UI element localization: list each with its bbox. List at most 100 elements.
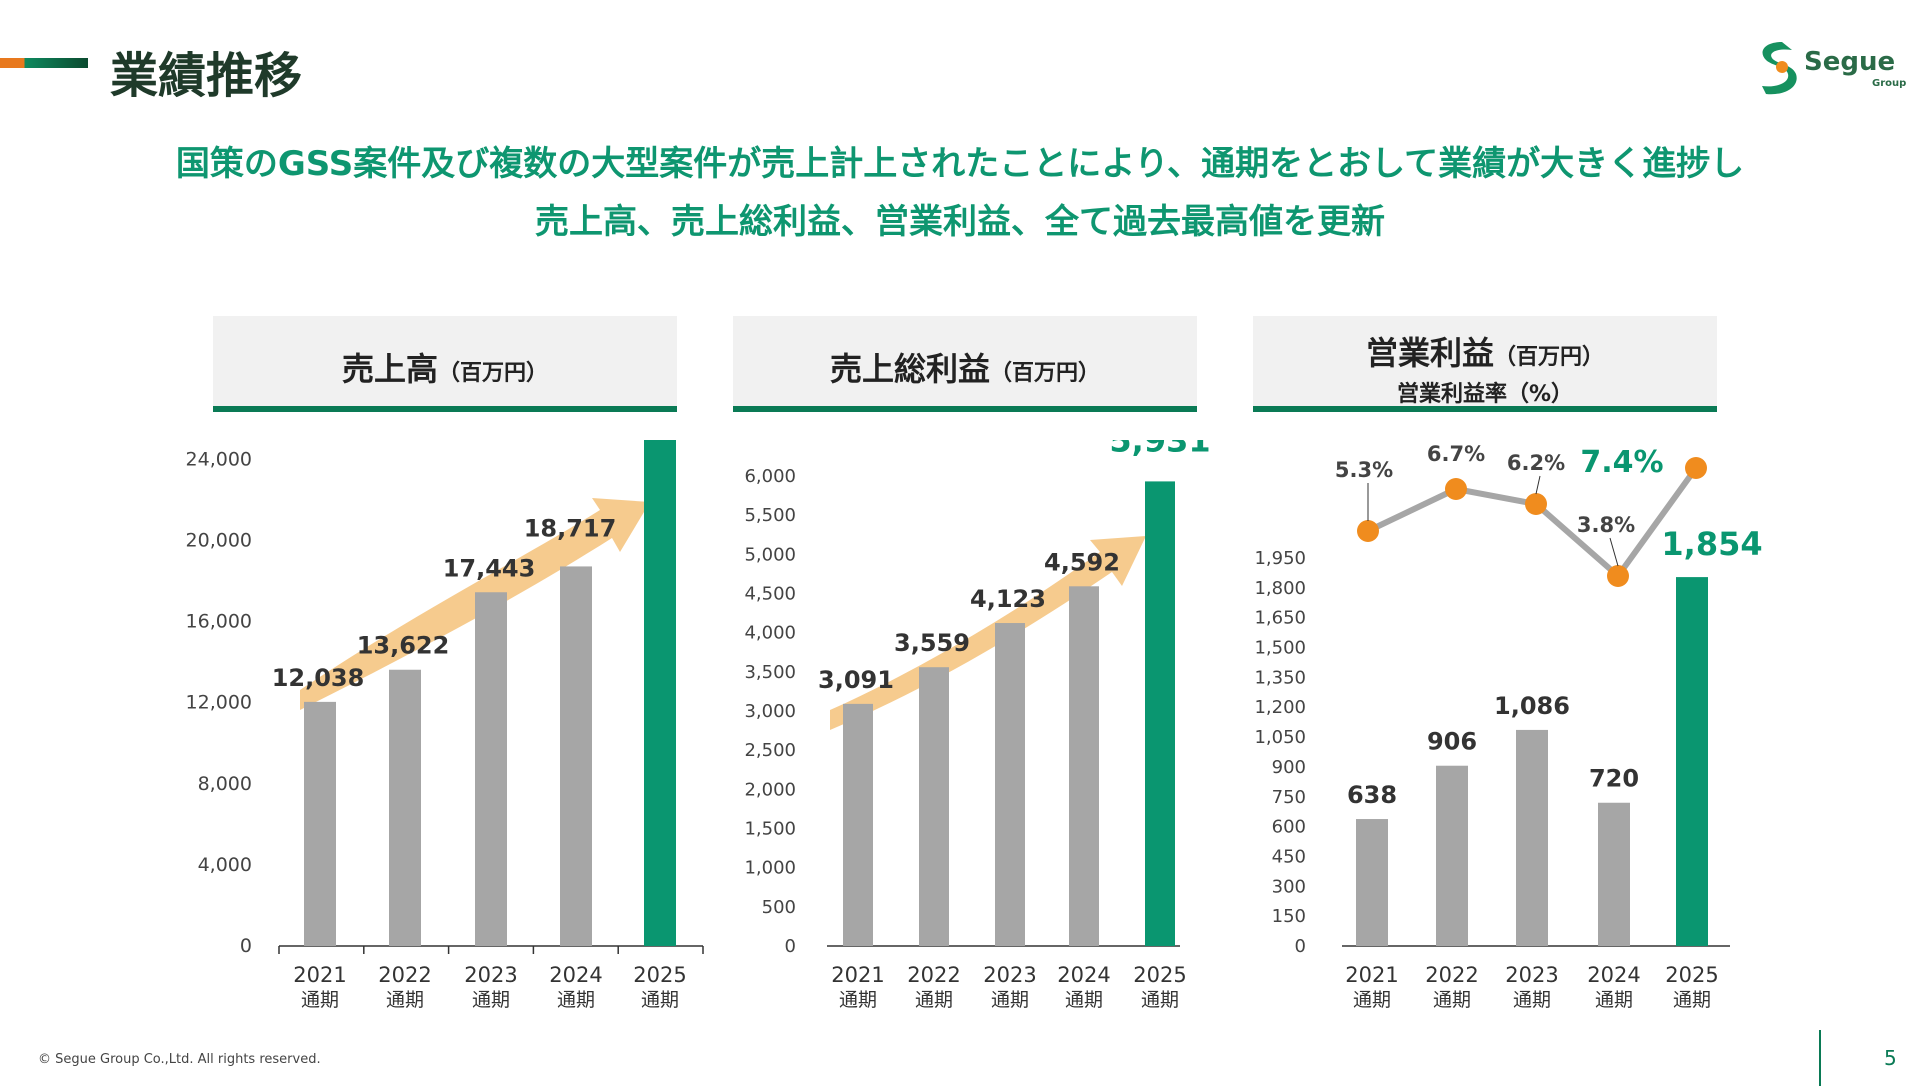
bar	[1598, 802, 1630, 946]
bar-value-label: 4,123	[970, 585, 1046, 613]
bar-value-label: 1,086	[1494, 692, 1570, 720]
y-tick-label: 500	[762, 897, 796, 918]
panel-unit: （百万円）	[438, 361, 549, 386]
y-tick-label: 1,050	[1254, 727, 1306, 748]
logo-text: Segue	[1804, 47, 1895, 77]
rate-label: 6.2%	[1507, 451, 1565, 475]
y-tick-label: 4,000	[198, 854, 252, 876]
bar-value-label: 906	[1427, 728, 1477, 756]
x-category-period: 通期	[386, 989, 424, 1011]
y-tick-label: 20,000	[186, 529, 252, 551]
x-category-year: 2023	[983, 963, 1036, 987]
x-category-year: 2023	[1505, 963, 1558, 987]
x-category-year: 2024	[1587, 963, 1640, 987]
gross-profit-chart: 0 500 1,000 1,500 2,000 2,500 3,000 3,500 4,000 4…	[744, 440, 1210, 1011]
x-category-year: 2025	[633, 963, 686, 987]
bar	[1436, 765, 1468, 946]
x-category-year: 2025	[1665, 963, 1718, 987]
bar-value-label: 18,717	[524, 514, 617, 542]
panel-title: 売上総利益	[829, 350, 990, 388]
bar-value-label: 720	[1589, 765, 1639, 793]
y-tick-label: 0	[785, 936, 796, 957]
y-tick-label: 1,350	[1254, 667, 1306, 688]
bar	[919, 667, 949, 946]
bar	[1676, 577, 1708, 946]
x-category-year: 2025	[1133, 963, 1186, 987]
bar-value-label: 3,559	[894, 629, 970, 657]
bar-value-label: 13,622	[357, 632, 450, 660]
x-category-period: 通期	[1433, 989, 1471, 1011]
bar	[843, 703, 873, 946]
bar	[1516, 729, 1548, 946]
x-category-period: 通期	[1065, 989, 1103, 1011]
x-category-year: 2023	[464, 963, 517, 987]
rate-label: 3.8%	[1577, 513, 1635, 537]
bar	[995, 623, 1025, 946]
bar-value-label: 1,854	[1661, 525, 1762, 563]
y-tick-label: 900	[1272, 757, 1306, 778]
panel-header-gross-profit: 売上総利益（百万円）	[733, 316, 1197, 412]
y-tick-label: 1,500	[744, 819, 796, 840]
x-category-period: 通期	[641, 989, 679, 1011]
bar-value-label: 17,443	[443, 554, 536, 582]
x-category-period: 通期	[472, 989, 510, 1011]
rate-label: 5.3%	[1335, 458, 1393, 482]
panel-header-operating-profit: 営業利益（百万円） 営業利益率（%）	[1253, 316, 1717, 412]
page-title: 業績推移	[110, 48, 303, 104]
y-tick-label: 24,000	[186, 448, 252, 470]
x-category-year: 2021	[831, 963, 884, 987]
x-category-period: 通期	[1673, 989, 1711, 1011]
y-tick-label: 2,500	[744, 740, 796, 761]
x-category-period: 通期	[839, 989, 877, 1011]
copyright: © Segue Group Co.,Ltd. All rights reserv…	[38, 1052, 321, 1067]
rate-label: 7.4%	[1580, 445, 1663, 480]
bar	[304, 701, 336, 946]
logo-subtext: Group	[1872, 78, 1906, 89]
y-tick-label: 150	[1272, 906, 1306, 927]
rate-leader-line	[1535, 475, 1541, 495]
panel-unit: （百万円）	[1494, 345, 1605, 370]
x-category-year: 2024	[549, 963, 602, 987]
rate-marker	[1607, 565, 1629, 587]
y-tick-label: 4,500	[744, 584, 796, 605]
y-tick-label: 12,000	[186, 692, 252, 714]
panel-unit: （百万円）	[990, 361, 1101, 386]
headline-line-2: 売上高、売上総利益、営業利益、全て過去最高値を更新	[535, 202, 1385, 242]
x-category-period: 通期	[1595, 989, 1633, 1011]
y-tick-label: 750	[1272, 787, 1306, 808]
bar-value-label: 3,091	[818, 666, 894, 694]
y-tick-label: 4,000	[744, 623, 796, 644]
sales-chart: 0 4,000 8,000 12,000 16,000 20,000 24,000 12,03…	[186, 440, 704, 1011]
y-tick-label: 2,000	[744, 779, 796, 800]
headline-line-1: 国策のGSS案件及び複数の大型案件が売上計上されたことにより、通期をとおして業績…	[175, 144, 1745, 184]
bar	[644, 440, 676, 946]
bar	[1145, 481, 1175, 946]
rate-line	[1366, 466, 1699, 581]
y-tick-label: 0	[1295, 936, 1306, 957]
panel-subtitle: 営業利益率	[1396, 382, 1507, 407]
rate-leader-line	[1609, 537, 1619, 567]
x-category-period: 通期	[1353, 989, 1391, 1011]
y-tick-label: 1,200	[1254, 697, 1306, 718]
y-tick-label: 1,650	[1254, 608, 1306, 629]
y-tick-label: 5,500	[744, 505, 796, 526]
x-category-period: 通期	[1513, 989, 1551, 1011]
operating-profit-chart: 0 150 300 450 600 750 900 1,050 1,200 1,350 1,500 1…	[1254, 442, 1762, 1011]
y-tick-label: 6,000	[744, 466, 796, 487]
y-tick-label: 1,500	[1254, 638, 1306, 659]
x-category-period: 通期	[301, 989, 339, 1011]
rate-marker	[1525, 493, 1547, 515]
x-category-year: 2022	[1425, 963, 1478, 987]
title-accent-bar	[0, 58, 88, 68]
x-category-period: 通期	[557, 989, 595, 1011]
y-tick-label: 1,800	[1254, 578, 1306, 599]
bar	[1356, 819, 1388, 946]
rate-marker	[1357, 520, 1379, 542]
x-category-period: 通期	[1141, 989, 1179, 1011]
y-tick-label: 1,000	[744, 858, 796, 879]
x-category-year: 2022	[907, 963, 960, 987]
y-tick-label: 3,000	[744, 701, 796, 722]
y-tick-label: 300	[1272, 876, 1306, 897]
bar-value-label: 638	[1347, 781, 1397, 809]
panel-subunit: （%）	[1506, 382, 1574, 407]
